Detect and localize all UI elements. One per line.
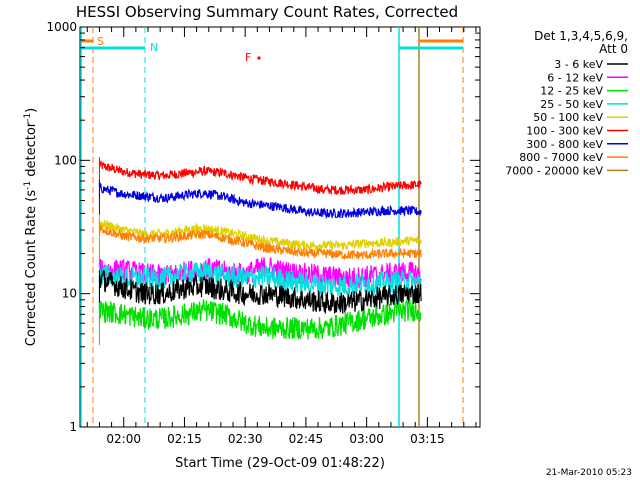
legend-label-50-100-kev: 50 - 100 keV — [533, 111, 603, 124]
flag-lines: S N F — [80, 27, 464, 427]
y-tick-label: 100 — [54, 153, 77, 167]
series-line-300-800-kev — [98, 182, 422, 220]
y-axis-label-sup: -1 — [23, 181, 33, 190]
x-tick-label: 02:30 — [228, 432, 263, 446]
axes-layer: 1 10 100 1000 02:00 02:15 02:30 02:45 03:00 03:15 — [46, 20, 480, 446]
legend-label-3-6-kev: 3 - 6 keV — [554, 58, 603, 71]
flare-marker — [257, 56, 261, 60]
chart-title: HESSI Observing Summary Count Rates, Cor… — [76, 3, 458, 21]
x-tick-label: 02:15 — [167, 432, 202, 446]
x-tick-label: 03:00 — [349, 432, 384, 446]
legend-label-12-25-kev: 12 - 25 keV — [540, 85, 603, 98]
flag-label-saa: S — [97, 35, 104, 48]
plot-frame — [79, 26, 481, 428]
series-line-800-7000-kev — [98, 223, 422, 261]
legend-label-7000-20000-kev: 7000 - 20000 keV — [505, 164, 603, 177]
x-tick-label: 03:15 — [410, 432, 445, 446]
series-line-100-300-kev — [98, 160, 422, 196]
y-axis-label-end: ) — [24, 108, 39, 113]
y-axis-label: Corrected Count Rate (s-1 detector-1) — [23, 108, 39, 346]
series-line-3-6-kev — [98, 270, 422, 314]
series-layer — [98, 157, 422, 345]
x-axis-label: Start Time (29-Oct-09 01:48:22) — [175, 456, 385, 471]
flag-label-night: N — [150, 41, 158, 54]
legend-label-25-50-kev: 25 - 50 keV — [540, 98, 603, 111]
legend-title-line1: Det 1,3,4,5,6,9, — [534, 29, 628, 43]
x-tick-label: 02:00 — [106, 432, 141, 446]
y-axis-label-main: Corrected Count Rate (s — [24, 190, 39, 347]
legend-label-800-7000-kev: 800 - 7000 keV — [519, 151, 603, 164]
y-axis-label-tail: detector — [24, 121, 39, 181]
legend-label-300-800-kev: 300 - 800 keV — [526, 138, 603, 151]
legend-title-line2: Att 0 — [599, 42, 628, 56]
legend-label-6-12-kev: 6 - 12 keV — [547, 71, 603, 84]
legend-label-100-300-kev: 100 - 300 keV — [526, 125, 603, 138]
flag-label-flare: F — [245, 51, 251, 64]
series-line-12-25-kev — [98, 298, 422, 340]
y-tick-label: 1000 — [46, 20, 77, 34]
y-axis-label-sup2: -1 — [23, 113, 33, 122]
footer-timestamp: 21-Mar-2010 05:23 — [546, 468, 632, 478]
x-tick-label: 02:45 — [289, 432, 324, 446]
y-tick-label: 1 — [69, 420, 77, 434]
y-tick-label: 10 — [62, 287, 77, 301]
series-line-25-50-kev — [98, 261, 422, 297]
